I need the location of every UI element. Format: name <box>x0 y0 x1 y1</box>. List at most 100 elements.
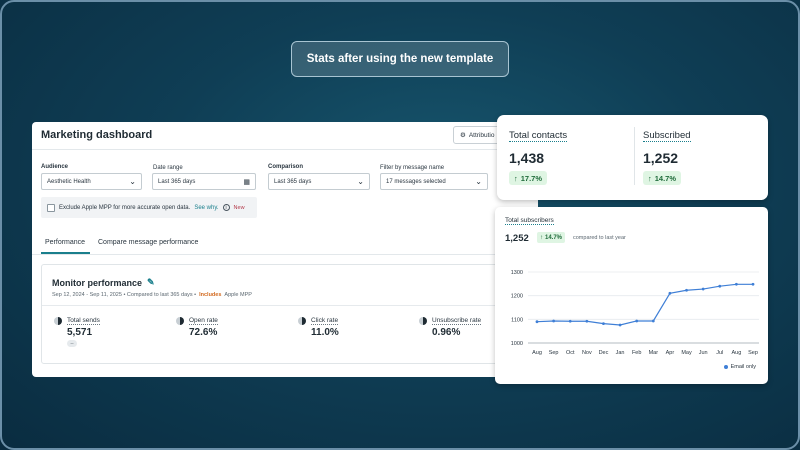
x-tick-label: May <box>681 350 692 356</box>
card-separator <box>634 127 635 185</box>
data-point[interactable] <box>585 319 589 323</box>
x-tick-label: Aug <box>731 350 741 356</box>
message-filter-label: Filter by message name <box>380 165 445 171</box>
x-tick-label: Oct <box>566 350 575 356</box>
gauge-icon <box>298 317 306 325</box>
chevron-down-icon: ⌄ <box>129 177 136 186</box>
total-contacts-label: Total contacts <box>509 130 568 142</box>
exclude-mpp-text: Exclude Apple MPP for more accurate open… <box>59 204 191 211</box>
metric-value: 0.96% <box>432 327 461 338</box>
chart-legend: Email only <box>723 364 756 370</box>
gauge-icon <box>54 317 62 325</box>
data-point[interactable] <box>568 319 572 323</box>
metric-label: Open rate <box>189 317 218 325</box>
data-point[interactable] <box>718 284 722 288</box>
data-point[interactable] <box>635 319 639 323</box>
subscribers-change: 14.7% <box>545 234 563 241</box>
date-range-select[interactable]: Last 365 days ▦ <box>152 173 256 190</box>
x-tick-label: Sep <box>549 350 559 356</box>
monitor-date-text: Sep 12, 2024 - Sep 11, 2025 • Compared t… <box>52 292 197 298</box>
comparison-value: Last 365 days <box>274 178 312 185</box>
series-line <box>536 283 753 326</box>
dashboard-title: Marketing dashboard <box>41 129 153 141</box>
arrow-up-icon: ↑ <box>514 173 518 183</box>
data-point[interactable] <box>552 319 556 323</box>
data-point[interactable] <box>685 288 688 292</box>
x-tick-label: Jul <box>716 350 723 356</box>
tab-performance[interactable]: Performance <box>45 239 86 246</box>
total-contacts-change: 17.7% <box>520 173 543 183</box>
subscribers-title: Total subscribers <box>505 217 554 225</box>
y-tick-label: 1000 <box>511 341 523 347</box>
y-tick-label: 1100 <box>511 317 523 323</box>
audience-select[interactable]: Aesthetic Health ⌄ <box>41 173 142 190</box>
metric-label: Unsubscribe rate <box>432 317 482 325</box>
audience-label: Audience <box>41 164 69 170</box>
calendar-icon: ▦ <box>243 178 250 186</box>
metric-value: 72.6% <box>189 327 218 338</box>
info-icon[interactable]: i <box>222 204 230 211</box>
metric-label: Total sends <box>67 317 100 325</box>
tabs-divider <box>32 254 538 255</box>
metric-value: 11.0% <box>311 327 339 338</box>
date-range-value: Last 365 days <box>158 178 196 185</box>
data-point[interactable] <box>751 282 755 286</box>
subscribers-compare-text: compared to last year <box>573 235 626 241</box>
subscribed-change: 14.7% <box>654 173 677 183</box>
x-tick-label: Dec <box>599 350 609 356</box>
metric-open-rate: Open rate 72.6% <box>176 317 218 338</box>
subscribed-value: 1,252 <box>643 150 679 166</box>
total-subscribers-card: Total subscribers 1,252 ↑ 14.7% compared… <box>495 207 768 384</box>
exclude-mpp-checkbox[interactable] <box>47 203 55 212</box>
metric-value: 5,571 <box>67 327 93 338</box>
pencil-icon[interactable]: ✎ <box>147 277 155 287</box>
date-range-label: Date range <box>153 165 183 171</box>
message-filter-value: 17 messages selected <box>386 178 446 185</box>
banner: Stats after using the new template <box>291 41 509 77</box>
metric-unsubscribe-rate: Unsubscribe rate 0.96% <box>419 317 482 338</box>
header-divider <box>32 149 538 150</box>
metric-change-badge: -- <box>67 340 77 347</box>
comparison-label: Comparison <box>268 164 304 170</box>
chevron-down-icon: ⌄ <box>357 177 364 186</box>
x-tick-label: Jan <box>616 350 625 356</box>
total-contacts-value: 1,438 <box>509 150 545 166</box>
active-tab-indicator <box>41 252 90 254</box>
exclude-mpp-option: Exclude Apple MPP for more accurate open… <box>41 197 257 218</box>
metric-total-sends: Total sends 5,571 -- <box>54 317 100 347</box>
gauge-icon <box>419 317 427 325</box>
x-tick-label: Mar <box>649 350 659 356</box>
data-point[interactable] <box>668 291 672 295</box>
comparison-select[interactable]: Last 365 days ⌄ <box>268 173 370 190</box>
data-point[interactable] <box>618 323 622 327</box>
data-point[interactable] <box>602 322 605 325</box>
data-point[interactable] <box>734 282 738 286</box>
subscribed-change-badge: ↑ 14.7% <box>643 171 682 185</box>
contacts-summary-card: Total contacts 1,438 ↑ 17.7% Subscribed … <box>497 115 768 200</box>
total-contacts-change-badge: ↑ 17.7% <box>509 171 548 185</box>
x-tick-label: Apr <box>666 350 675 356</box>
monitor-subtitle: Sep 12, 2024 - Sep 11, 2025 • Compared t… <box>52 292 252 298</box>
new-badge: New <box>233 204 245 211</box>
audience-value: Aesthetic Health <box>47 178 91 185</box>
gauge-icon <box>176 317 184 325</box>
legend-label: Email only <box>730 364 756 370</box>
data-point[interactable] <box>535 320 539 324</box>
subscribers-value: 1,252 <box>505 233 529 244</box>
x-tick-label: Jun <box>699 350 708 356</box>
gear-icon: ⚙ <box>460 132 466 139</box>
data-point[interactable] <box>701 287 705 291</box>
subscribers-change-badge: ↑ 14.7% <box>537 232 566 243</box>
legend-marker <box>723 365 728 369</box>
apple-mpp-text: Apple MPP <box>224 292 252 298</box>
message-filter-select[interactable]: 17 messages selected ⌄ <box>380 173 488 190</box>
subscribers-line-chart: 1300 1200 1100 1000 Aug Sep Oct Nov Dec Jan Feb Mar… <box>511 270 759 356</box>
tab-compare-message-performance[interactable]: Compare message performance <box>98 239 199 246</box>
data-point[interactable] <box>651 319 655 323</box>
marketing-dashboard-card: Marketing dashboard ⚙ Attributio Audienc… <box>32 122 538 377</box>
subscribed-label: Subscribed <box>643 130 691 142</box>
monitor-title-text: Monitor performance <box>52 277 143 288</box>
x-tick-label: Nov <box>582 350 592 356</box>
includes-label: Includes <box>199 292 222 298</box>
see-why-link[interactable]: See why. <box>194 204 219 211</box>
